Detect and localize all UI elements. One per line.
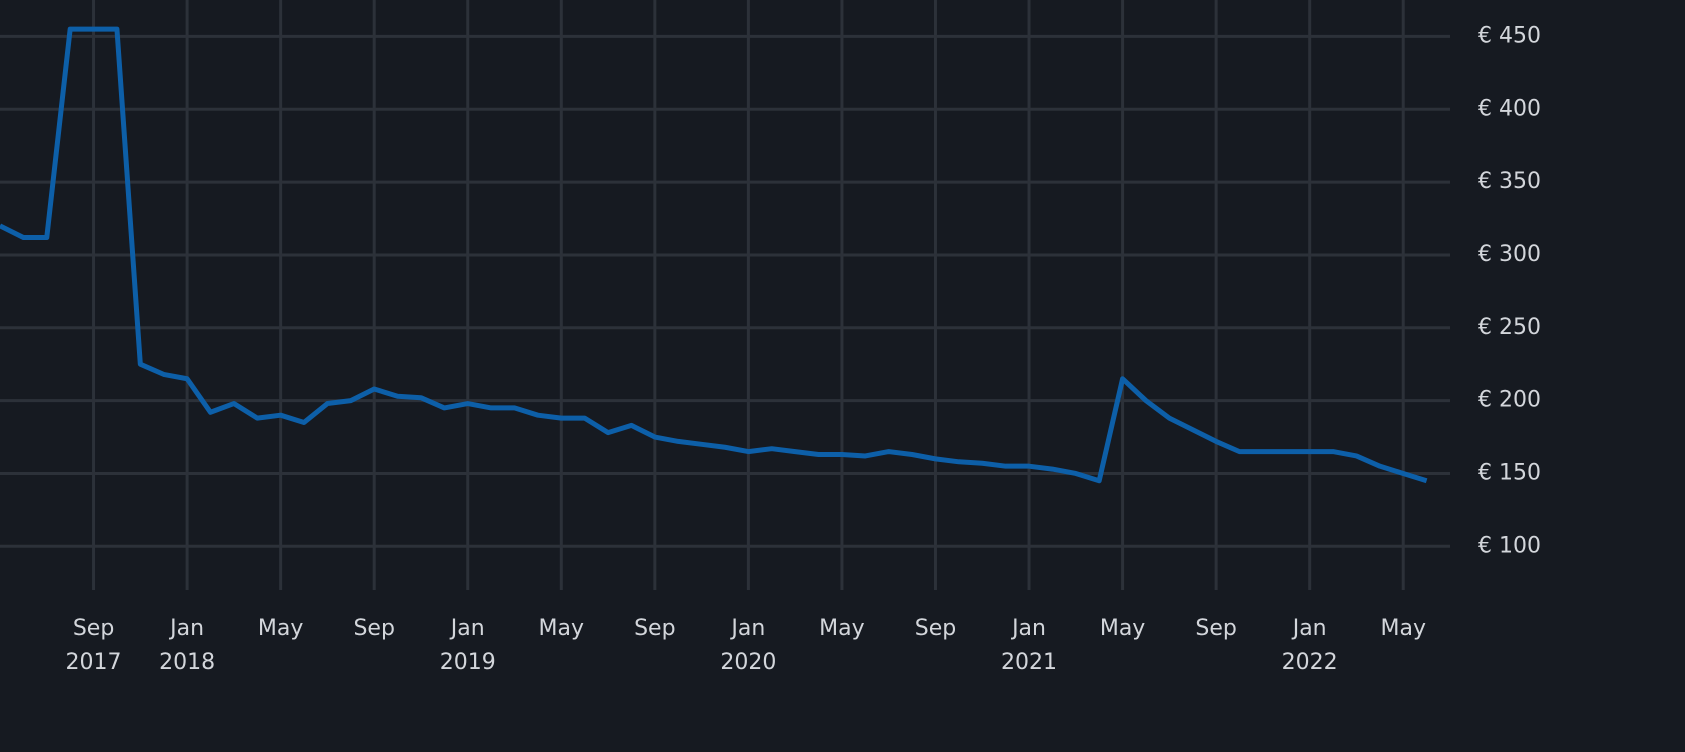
x-tick-label: Sep <box>634 616 676 641</box>
x-tick-label: Jan 2018 <box>159 616 216 675</box>
y-tick-label: € 100 <box>1478 533 1541 558</box>
y-tick-label: € 150 <box>1478 460 1541 485</box>
x-tick-label: May <box>257 616 304 641</box>
y-tick-label: € 350 <box>1478 169 1541 194</box>
x-tick-label: May <box>1380 616 1426 641</box>
y-tick-label: € 250 <box>1478 315 1541 340</box>
x-tick-label: Sep <box>1195 616 1237 641</box>
x-tick-label: May <box>819 616 865 641</box>
x-tick-label: Jan 2021 <box>1001 616 1058 675</box>
y-tick-label: € 200 <box>1478 388 1541 413</box>
x-tick-label: Sep <box>353 616 395 641</box>
x-tick-label: May <box>1099 616 1146 641</box>
x-tick-label: May <box>538 616 585 641</box>
x-tick-label: Jan 2019 <box>439 616 496 675</box>
y-tick-label: € 450 <box>1478 23 1541 48</box>
price-line <box>0 26 1428 484</box>
x-tick-label: Jan 2022 <box>1281 616 1338 675</box>
y-tick-label: € 400 <box>1478 96 1541 121</box>
x-tick-label: Sep 2017 <box>65 616 122 675</box>
y-tick-label: € 300 <box>1478 242 1541 267</box>
x-tick-label: Sep <box>914 616 957 641</box>
x-tick-label: Jan 2020 <box>720 616 777 675</box>
